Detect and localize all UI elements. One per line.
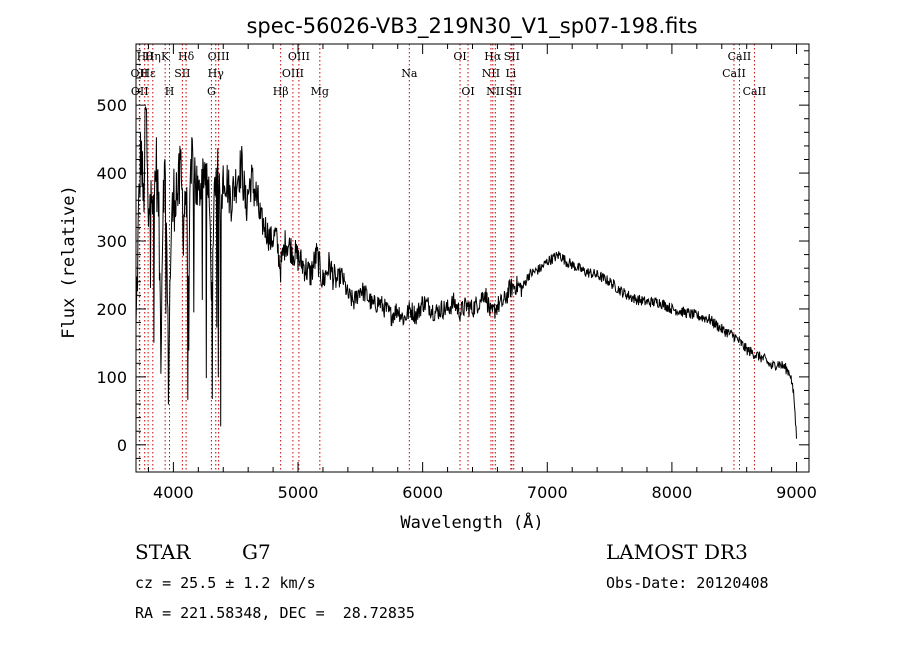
series-group <box>135 106 797 439</box>
y-tick-label: 500 <box>96 96 127 115</box>
line-label-hβ: Hβ <box>273 85 289 98</box>
x-tick-label: 6000 <box>402 483 443 502</box>
y-tick-label: 0 <box>117 436 127 455</box>
chart-title: spec-56026-VB3_219N30_V1_sp07-198.fits <box>246 14 697 39</box>
y-tick-label: 100 <box>96 368 127 387</box>
line-label-na: Na <box>401 67 418 80</box>
line-label-hθ: Hθ <box>137 50 154 63</box>
line-label-caii: CaII <box>728 50 752 63</box>
line-label-hδ: Hδ <box>178 50 195 63</box>
line-label-sii: SII <box>506 85 522 98</box>
y-tick-label: 200 <box>96 300 127 319</box>
emission-lines: HηOIIOIIHθHεKHSIIHδOIIIHγGHβOIIIOIIIMgNa… <box>131 44 767 472</box>
line-label-oiii: OIII <box>282 67 304 80</box>
line-label-oiii: OIII <box>208 50 230 63</box>
coordinates-text: RA = 221.58348, DEC = 28.72835 <box>135 604 415 622</box>
x-tick-label: 5000 <box>278 483 319 502</box>
line-label-hγ: Hγ <box>208 67 225 80</box>
line-label-sii: SII <box>174 67 190 80</box>
line-label-nii: NII <box>486 85 504 98</box>
redshift-text: cz = 25.5 ± 1.2 km/s <box>135 574 316 592</box>
line-label-mg: Mg <box>311 85 329 98</box>
line-label-hε: Hε <box>140 67 156 80</box>
y-axis-label: Flux (relative) <box>59 185 79 339</box>
line-label-h: H <box>165 85 175 98</box>
x-axis: 4000 5000 6000 7000 8000 9000 <box>147 44 817 502</box>
class-label: STAR <box>135 540 191 564</box>
line-label-oi: OI <box>453 50 466 63</box>
line-label-li: Li <box>505 67 516 80</box>
x-tick-label: 7000 <box>527 483 568 502</box>
obs-date-text: Obs-Date: 20120408 <box>606 574 769 592</box>
x-tick-label: 8000 <box>652 483 693 502</box>
line-label-nii: NII <box>482 67 500 80</box>
y-tick-label: 400 <box>96 164 127 183</box>
plot-frame <box>135 43 810 473</box>
line-label-caii: CaII <box>722 67 746 80</box>
subclass-label: G7 <box>242 540 271 564</box>
line-label-sii: SII <box>504 50 520 63</box>
line-label-hα: Hα <box>484 50 502 63</box>
x-tick-label: 9000 <box>776 483 817 502</box>
y-axis: 0 100 200 300 400 500 <box>96 50 809 459</box>
x-tick-label: 4000 <box>153 483 194 502</box>
y-tick-label: 300 <box>96 232 127 251</box>
line-label-k: K <box>161 50 170 63</box>
line-label-g: G <box>207 85 216 98</box>
survey-label: LAMOST DR3 <box>606 540 748 564</box>
line-label-hη: Hη <box>145 50 161 63</box>
line-label-oiii: OIII <box>288 50 310 63</box>
line-label-oi: OI <box>461 85 474 98</box>
x-axis-label: Wavelength (Å) <box>400 511 543 533</box>
line-label-caii: CaII <box>743 85 767 98</box>
spectrum-line <box>135 106 797 439</box>
